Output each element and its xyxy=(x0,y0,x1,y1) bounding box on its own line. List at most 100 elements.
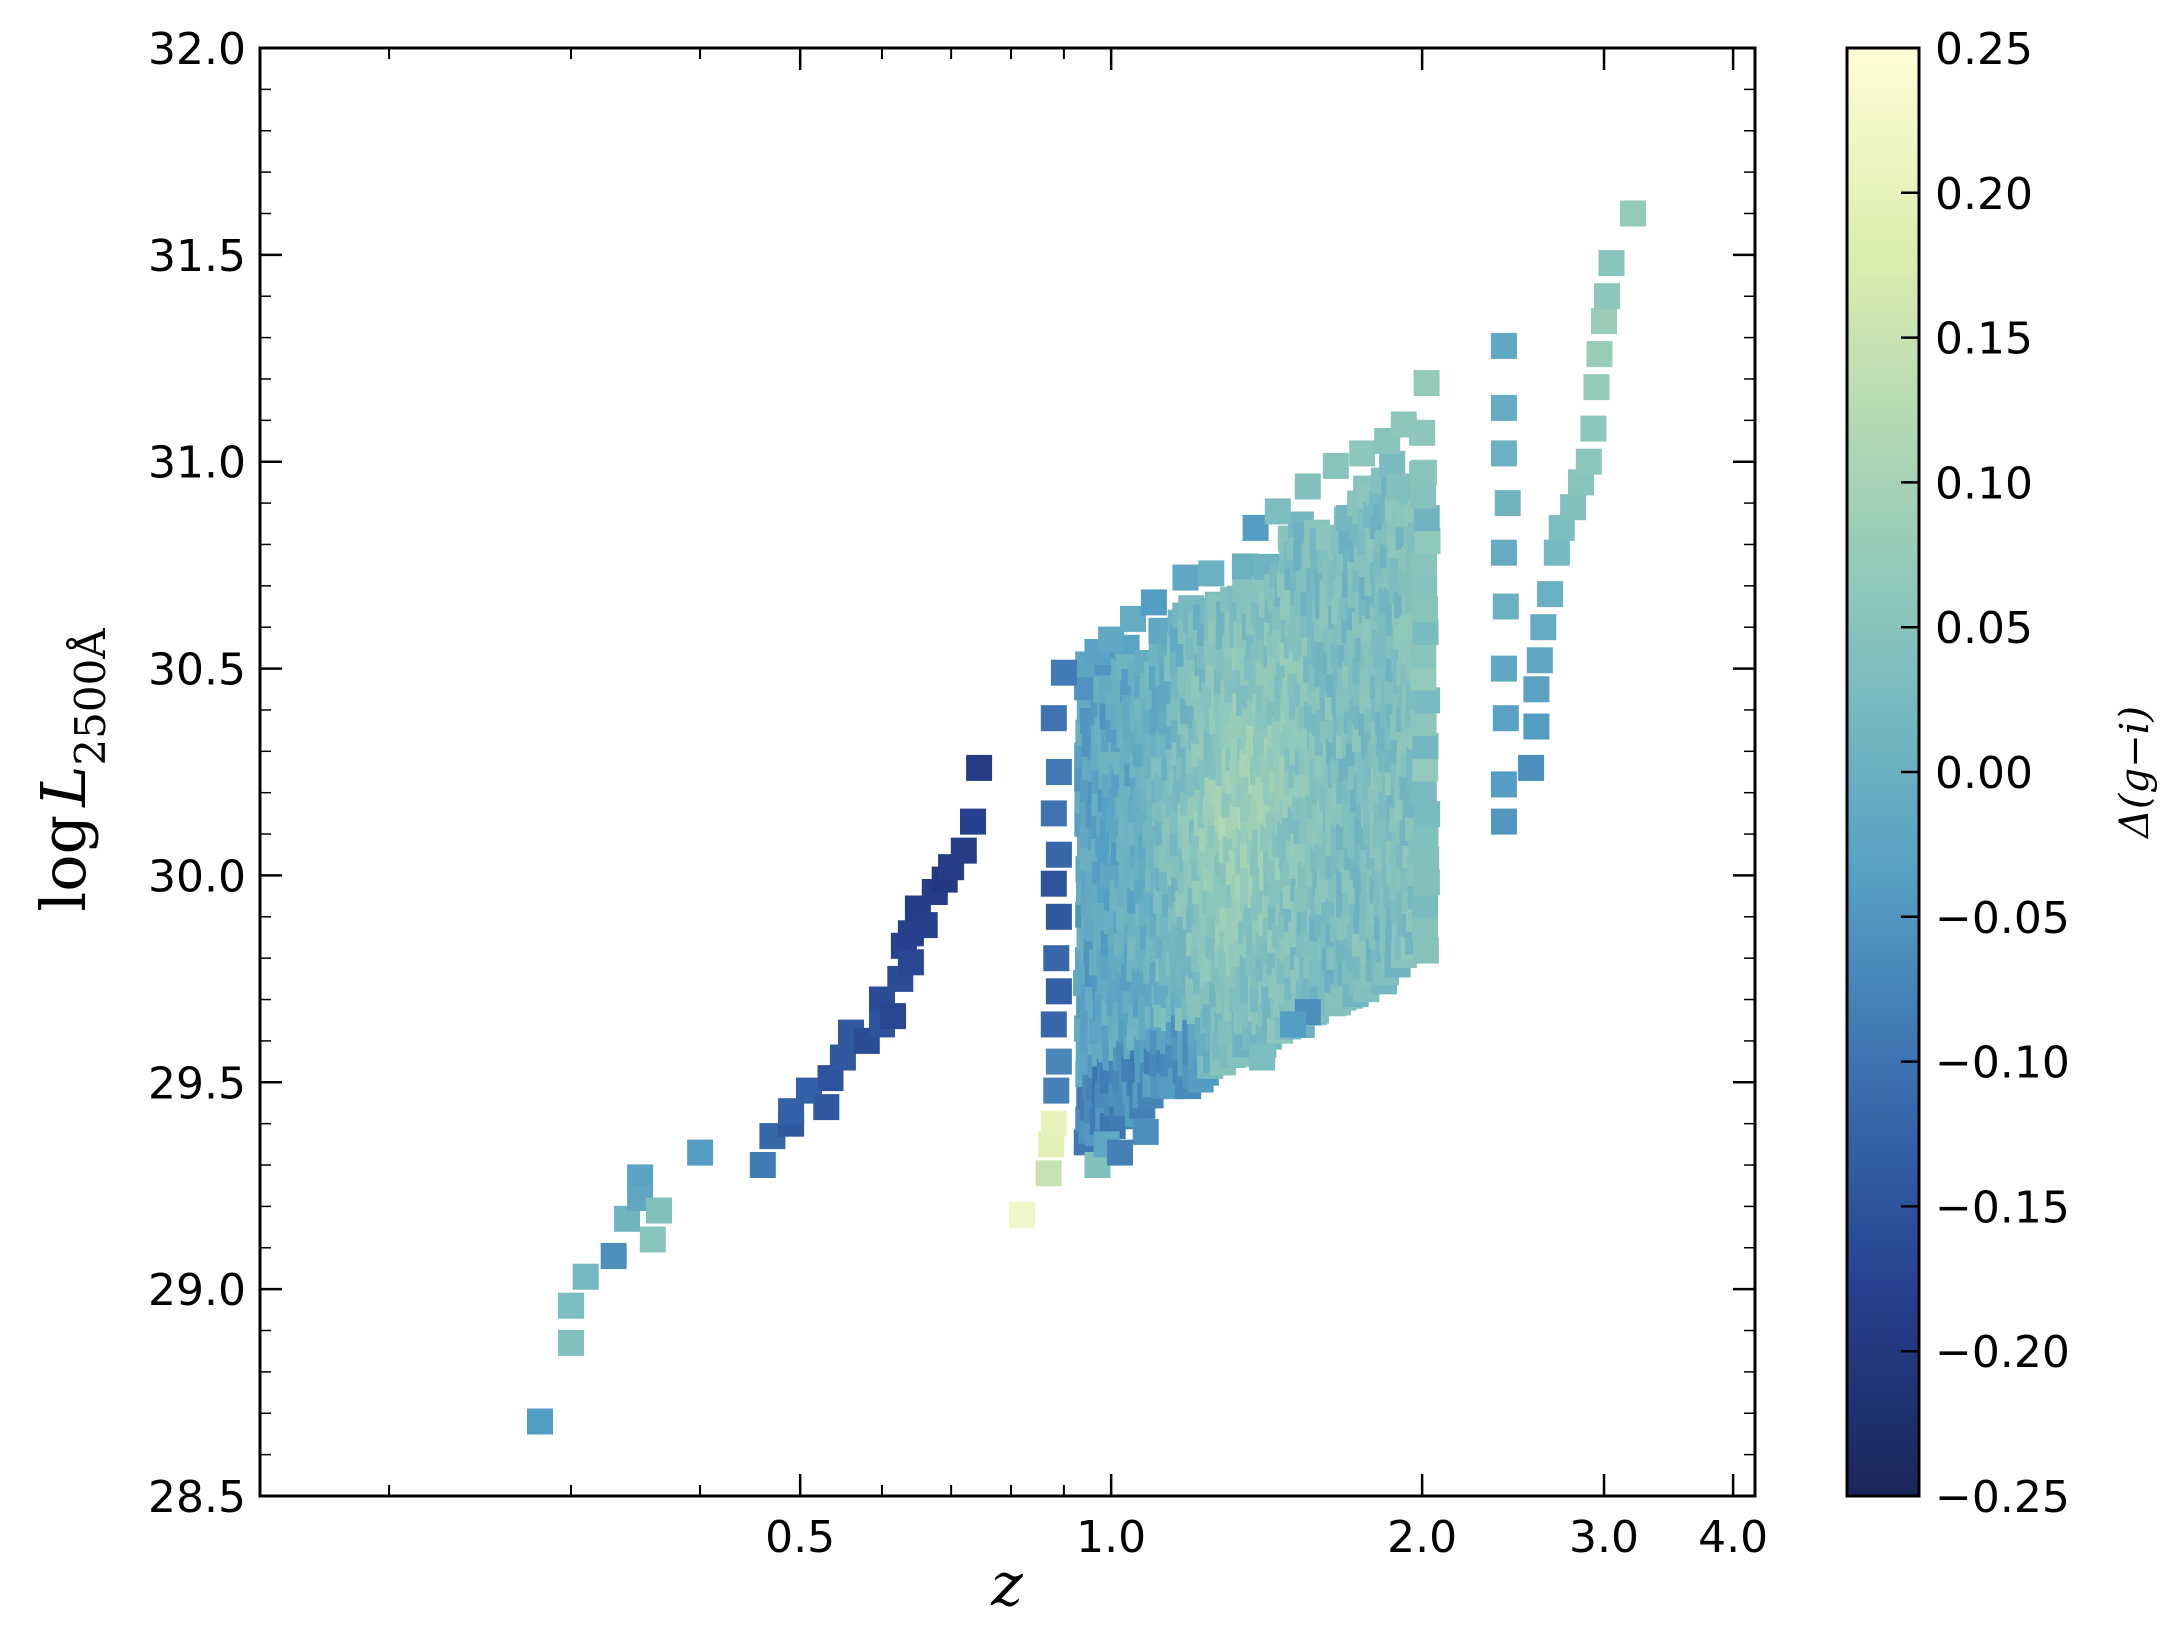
data-point-cloud xyxy=(1414,801,1441,828)
y-tick-label: 30.5 xyxy=(148,645,246,696)
data-point-cloud xyxy=(1411,573,1438,600)
data-point xyxy=(646,1197,672,1224)
data-point xyxy=(1518,754,1545,781)
data-point xyxy=(911,912,938,939)
data-point-cloud xyxy=(1412,596,1438,623)
colorbar-tick-label: 0.00 xyxy=(1935,748,2033,799)
data-point xyxy=(960,808,986,835)
data-point xyxy=(1132,1118,1159,1145)
colorbar-tick-label: 0.15 xyxy=(1935,314,2033,365)
data-point xyxy=(1560,494,1587,521)
data-point xyxy=(1172,564,1199,591)
data-point xyxy=(1580,415,1607,442)
data-point xyxy=(1035,1160,1062,1187)
colorbar-tick-label: −0.20 xyxy=(1935,1327,2070,1378)
colorbar-tick-label: 0.20 xyxy=(1935,169,2033,220)
data-point xyxy=(1045,1048,1072,1075)
y-tick-label: 30.0 xyxy=(148,851,246,902)
x-tick-label: 4.0 xyxy=(1698,1512,1768,1563)
data-point xyxy=(1575,448,1602,475)
y-axis-title-log: log xyxy=(27,815,100,912)
y-tick-label: 31.5 xyxy=(148,231,246,282)
data-point-cloud xyxy=(1410,641,1437,668)
data-point xyxy=(1242,514,1269,541)
colorbar-ticks: 0.25 0.20 0.15 0.10 0.05 0.00 −0.05 −0.10 −0.15 −… xyxy=(1901,24,2070,1523)
data-point-cloud xyxy=(1410,778,1437,805)
data-point xyxy=(1494,490,1521,517)
colorbar-label: Δ(g−i) xyxy=(2112,706,2158,840)
data-point xyxy=(1620,200,1646,227)
data-point xyxy=(1045,903,1072,930)
y-tick-label: 28.5 xyxy=(148,1472,246,1523)
data-point xyxy=(1050,659,1077,686)
data-point xyxy=(1490,808,1517,835)
svg-text:logL2500Å: log L2500Å xyxy=(27,628,115,912)
y-axis-title-subscript: 2500Å xyxy=(65,628,115,766)
x-tick-label: 2.0 xyxy=(1387,1512,1457,1563)
data-point xyxy=(558,1292,584,1319)
x-axis-title: z xyxy=(990,1550,1023,1620)
data-point xyxy=(1043,1077,1070,1104)
data-point xyxy=(1045,978,1072,1005)
data-point xyxy=(1009,1201,1036,1228)
data-point xyxy=(1583,374,1610,401)
data-point xyxy=(639,1226,666,1253)
y-tick-label: 29.5 xyxy=(148,1058,246,1109)
data-point xyxy=(527,1408,553,1435)
data-point-cloud xyxy=(1414,528,1441,554)
x-tick-label: 3.0 xyxy=(1569,1512,1639,1563)
plot-frame xyxy=(258,46,1757,1498)
data-point xyxy=(950,837,977,864)
y-tick-label: 31.0 xyxy=(148,438,246,489)
colorbar-tick-label: 0.10 xyxy=(1935,458,2033,509)
data-point xyxy=(600,1243,627,1269)
data-point xyxy=(1107,1139,1133,1166)
colorbar-tick-label: −0.25 xyxy=(1935,1472,2070,1523)
data-point xyxy=(1349,440,1376,467)
data-point-cloud xyxy=(1412,732,1439,759)
data-point-cloud xyxy=(1411,550,1437,577)
data-point xyxy=(1045,759,1072,785)
data-point xyxy=(1594,283,1620,310)
x-tick-label: 0.5 xyxy=(765,1512,835,1563)
data-point-cloud xyxy=(1412,823,1439,850)
data-point xyxy=(1040,800,1067,827)
data-point xyxy=(1492,705,1519,732)
data-point xyxy=(1526,647,1553,674)
data-point xyxy=(1045,841,1072,868)
data-point xyxy=(572,1263,599,1290)
data-point xyxy=(749,1152,776,1178)
colorbar-tick-label: 0.05 xyxy=(1935,603,2033,654)
data-point-cloud xyxy=(1414,687,1441,714)
data-point xyxy=(1490,440,1517,467)
data-point xyxy=(1280,1011,1307,1038)
data-point xyxy=(1537,581,1564,608)
data-point xyxy=(1409,419,1436,446)
data-point xyxy=(1249,1044,1276,1071)
scatter-points xyxy=(527,200,1646,1435)
y-axis-title-symbol: L xyxy=(27,766,100,808)
data-point-cloud xyxy=(1412,914,1438,941)
data-point xyxy=(1490,771,1517,798)
data-point xyxy=(1140,589,1167,616)
y-axis-title: log L2500Å xyxy=(27,628,115,912)
data-point-cloud xyxy=(1412,755,1439,782)
colorbar-tick-label: −0.10 xyxy=(1935,1038,2070,1089)
x-axis-ticks: 0.5 1.0 2.0 3.0 4.0 xyxy=(388,48,1768,1563)
data-point-cloud xyxy=(1413,846,1440,873)
data-point xyxy=(687,1139,714,1166)
data-point xyxy=(1098,626,1125,653)
data-point xyxy=(1490,539,1517,566)
data-point-cloud xyxy=(1410,664,1437,691)
data-point xyxy=(1490,394,1517,421)
data-point xyxy=(1294,473,1321,500)
y-tick-label: 29.0 xyxy=(148,1265,246,1316)
data-point-cloud xyxy=(1379,450,1406,477)
data-point xyxy=(1490,332,1517,359)
x-tick-label: 1.0 xyxy=(1076,1512,1146,1563)
data-point xyxy=(966,754,993,781)
data-point xyxy=(1530,614,1557,641)
data-point xyxy=(1586,341,1613,368)
colorbar-tick-label: −0.05 xyxy=(1935,893,2070,944)
